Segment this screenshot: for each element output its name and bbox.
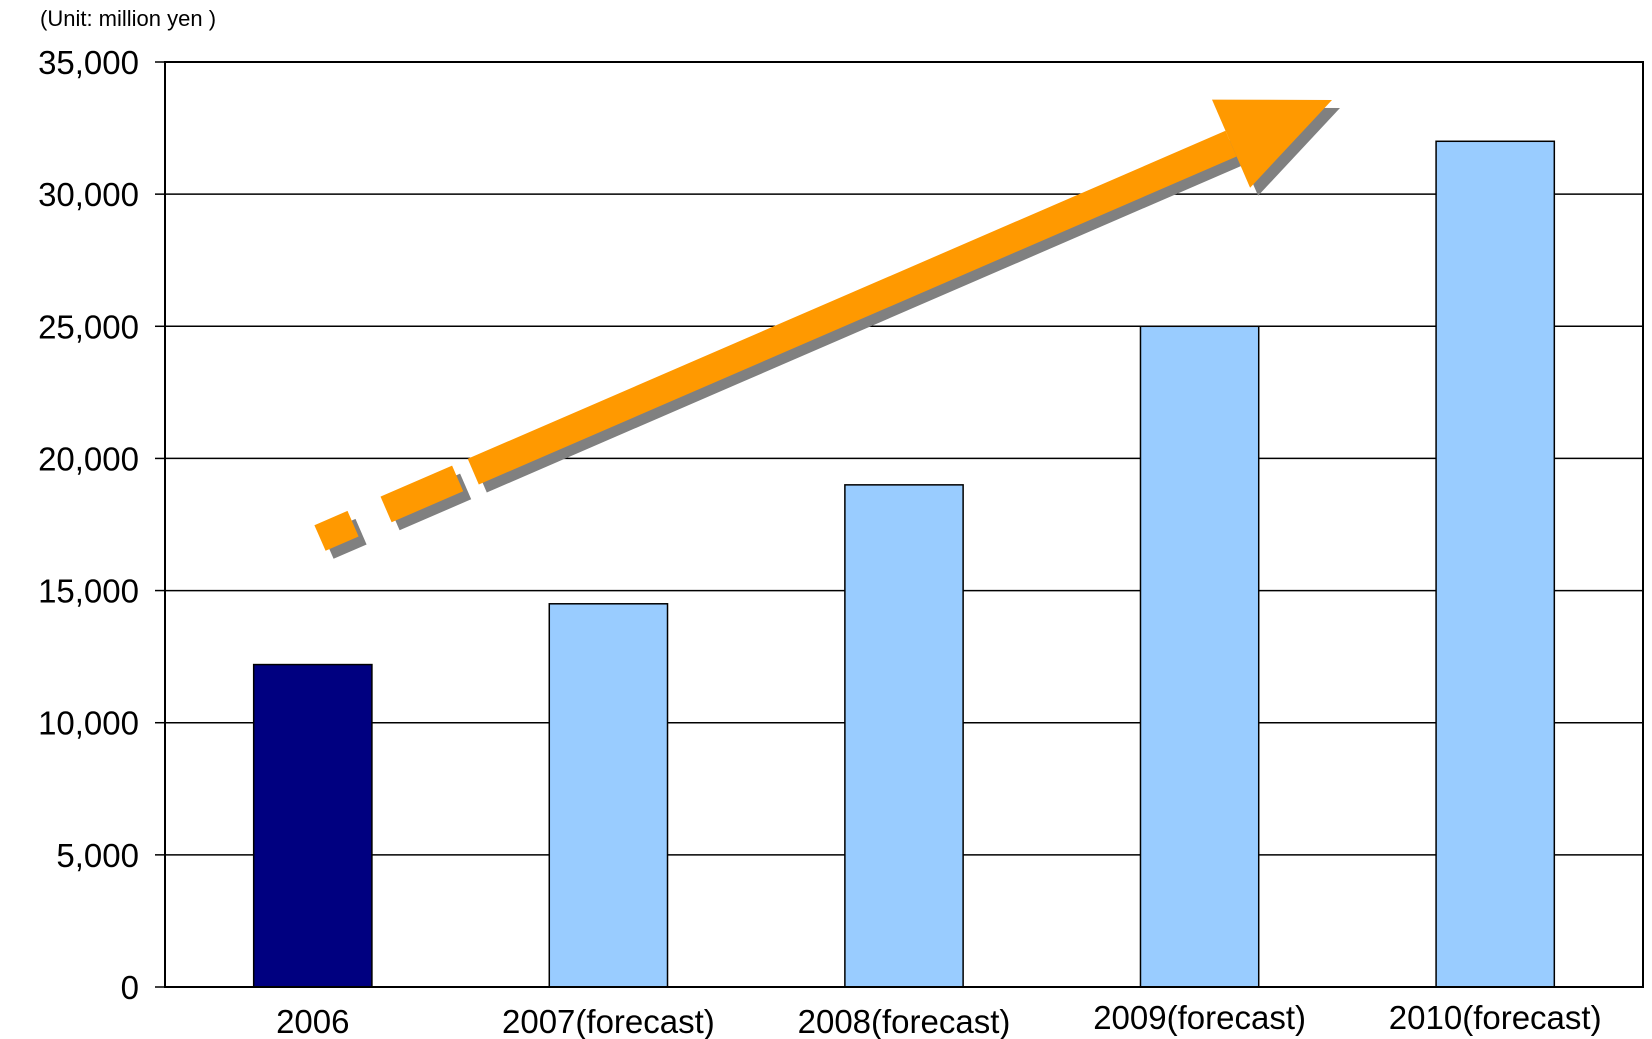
y-tick-label: 0 xyxy=(121,969,139,1006)
x-tick-label: 2010(forecast) xyxy=(1389,999,1602,1036)
y-tick-label: 15,000 xyxy=(38,573,139,610)
bar-2007forecast xyxy=(548,603,669,988)
y-tick-label: 20,000 xyxy=(38,440,139,477)
y-tick-label: 25,000 xyxy=(38,308,139,345)
x-tick-label: 2008(forecast) xyxy=(798,1003,1011,1039)
y-tick-label: 10,000 xyxy=(38,705,139,742)
unit-label: (Unit: million yen ) xyxy=(40,6,217,31)
trend-arrow-segment xyxy=(314,510,359,551)
x-tick-label: 2006 xyxy=(276,1003,349,1039)
trend-arrow-segment xyxy=(467,130,1237,485)
bar-2009forecast xyxy=(1139,325,1260,988)
bar-2010forecast xyxy=(1435,140,1556,988)
y-axis-ticks: 0 5,000 10,000 15,000 20,000 25,000 30,000 35,0… xyxy=(38,44,165,1006)
bar-2008forecast xyxy=(844,484,964,988)
trend-arrow-segment xyxy=(380,465,464,523)
trend-arrow-head xyxy=(1212,99,1332,188)
y-tick-label: 35,000 xyxy=(38,44,139,81)
y-tick-label: 30,000 xyxy=(38,176,139,213)
bar-2006 xyxy=(252,663,373,988)
plot-area-border xyxy=(164,61,1644,988)
x-tick-label: 2009(forecast) xyxy=(1093,999,1306,1036)
x-tick-label: 2007(forecast) xyxy=(502,1003,715,1039)
bars xyxy=(252,140,1556,988)
y-tick-label: 5,000 xyxy=(56,837,139,874)
trend-arrow xyxy=(314,99,1340,559)
x-axis-ticks: 2006 2007(forecast) 2008(forecast) 2009(for… xyxy=(276,999,1602,1039)
